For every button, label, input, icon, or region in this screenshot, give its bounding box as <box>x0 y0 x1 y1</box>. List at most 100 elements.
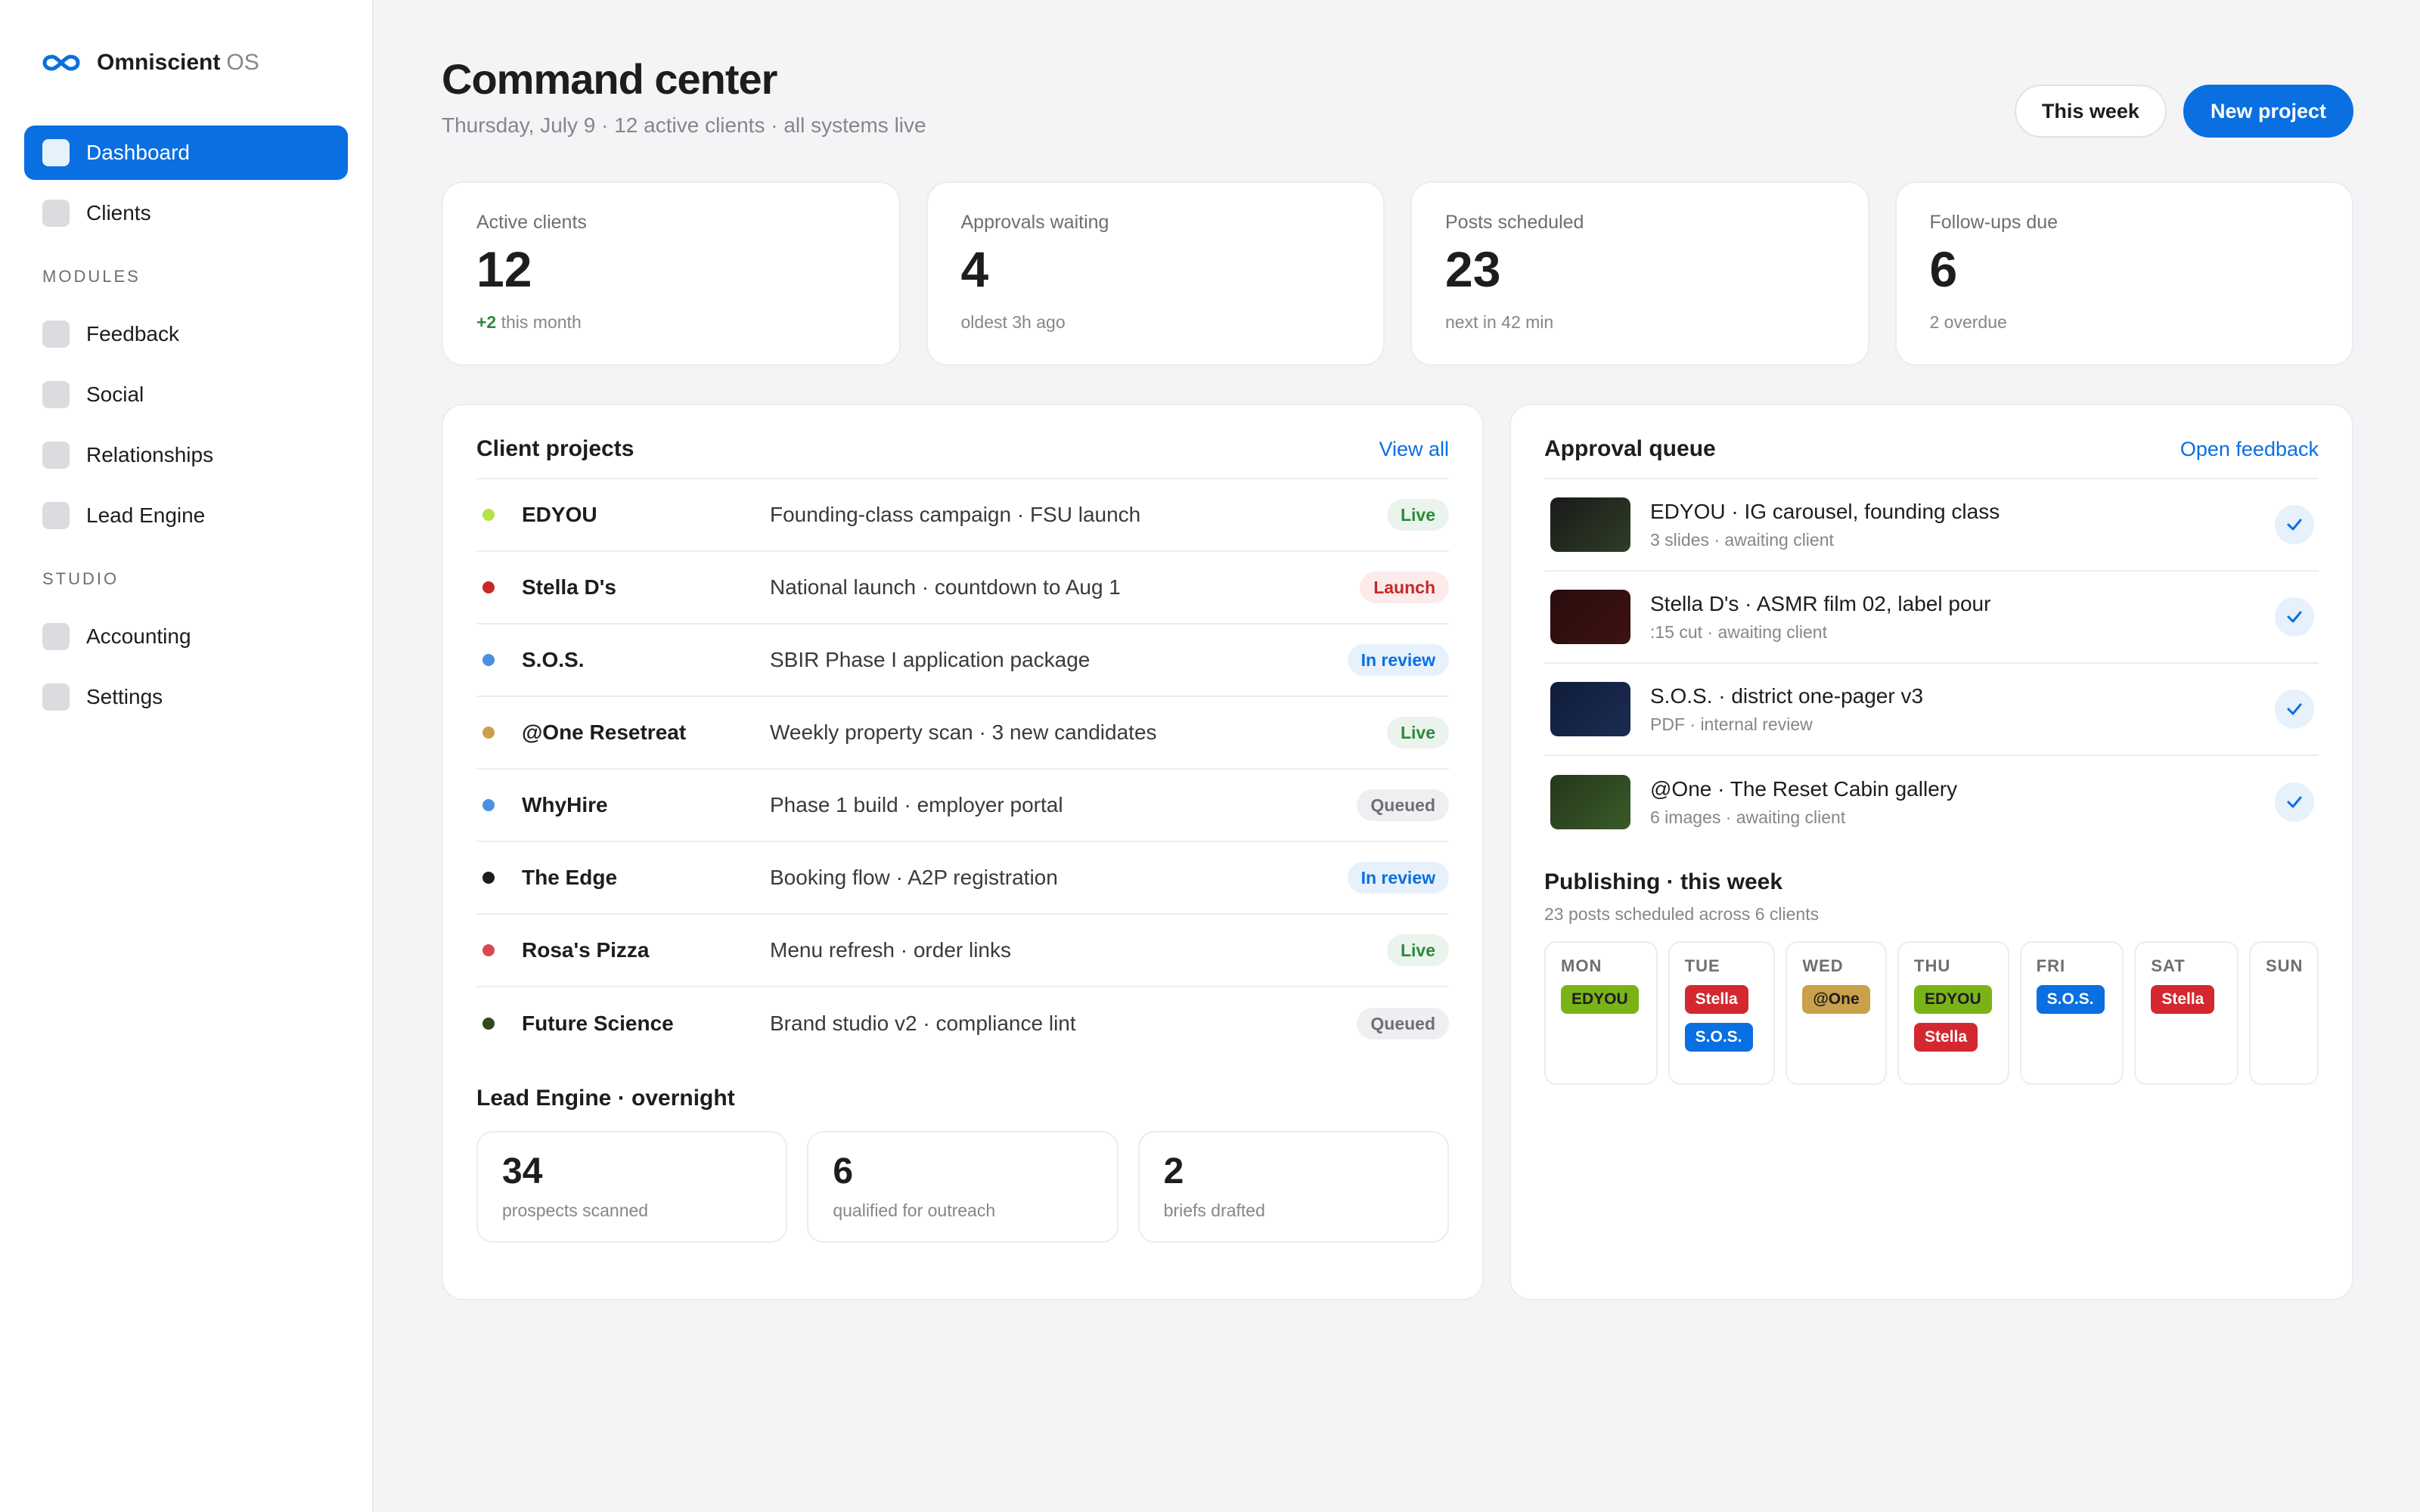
sidebar-item-label: Settings <box>86 685 163 708</box>
list-item[interactable]: S.O.S. · district one-pager v3 PDF · inte… <box>1544 664 2319 756</box>
page-subtitle: Thursday, July 9 · 12 active clients · a… <box>442 113 926 137</box>
list-item[interactable]: EDYOU · IG carousel, founding class 3 sli… <box>1544 479 2319 572</box>
status-badge: Live <box>1386 934 1449 966</box>
scheduled-post-chip[interactable]: EDYOU <box>1561 985 1639 1014</box>
scheduled-post-chip[interactable]: @One <box>1802 985 1870 1014</box>
new-project-button[interactable]: New project <box>2183 85 2353 138</box>
calendar-day-sat[interactable]: SAT Stella <box>2134 941 2238 1085</box>
approval-queue-panel: Approval queue Open feedback EDYOU · IG … <box>1509 404 2353 1300</box>
stat-note: oldest 3h ago <box>960 312 1066 332</box>
stat-card-active-clients[interactable]: Active clients 12 +2 this month <box>442 181 901 366</box>
lead-engine-cards: 34 prospects scanned 6 qualified for out… <box>476 1131 1449 1243</box>
stats-row: Active clients 12 +2 this month Approval… <box>442 181 2353 366</box>
scheduled-post-chip[interactable]: Stella <box>2151 985 2215 1014</box>
table-row[interactable]: Rosa's Pizza Menu refresh · order links Li… <box>476 915 1449 987</box>
table-row[interactable]: EDYOU Founding-class campaign · FSU launc… <box>476 479 1449 552</box>
sidebar-item-social[interactable]: Social <box>24 367 348 422</box>
chip-wrap: Stella <box>2151 976 2222 1014</box>
sidebar-item-accounting[interactable]: Accounting <box>24 609 348 664</box>
project-client-name: Future Science <box>522 1012 674 1035</box>
table-row[interactable]: Future Science Brand studio v2 · complian… <box>476 987 1449 1060</box>
chip-wrap: Stella <box>1914 1014 1993 1052</box>
stat-label: Posts scheduled <box>1445 212 1584 233</box>
chip-wrap: Stella <box>1684 976 1759 1014</box>
approval-text: Stella D's · ASMR film 02, label pour:15… <box>1650 592 2275 643</box>
calendar-day-tue[interactable]: TUE Stella S.O.S. <box>1668 941 1776 1085</box>
scheduled-post-chip[interactable]: EDYOU <box>1914 985 1992 1014</box>
lead-card-briefs[interactable]: 2 briefs drafted <box>1137 1131 1449 1243</box>
scheduled-post-chip[interactable]: Stella <box>1684 985 1748 1014</box>
table-row[interactable]: S.O.S. SBIR Phase I application package In… <box>476 624 1449 697</box>
project-description: Brand studio v2 · compliance lint <box>770 1012 1076 1035</box>
day-label: MON <box>1561 956 1602 975</box>
table-row[interactable]: Stella D's National launch · countdown to… <box>476 552 1449 624</box>
approval-title: Stella D's · ASMR film 02, label pour <box>1650 591 1991 615</box>
day-label: FRI <box>2036 956 2066 975</box>
status-badge: Launch <box>1360 572 1449 603</box>
stat-note: 2 overdue <box>1929 312 2007 332</box>
calendar-day-sun[interactable]: SUN <box>2248 941 2319 1085</box>
publishing-week: MON EDYOU TUE Stella S.O.S. WED @One THU EDYOU St… <box>1544 941 2319 1085</box>
sidebar-item-relationships[interactable]: Relationships <box>24 428 348 482</box>
lead-card-qualified[interactable]: 6 qualified for outreach <box>807 1131 1118 1243</box>
panel-title: Approval queue <box>1544 436 1716 461</box>
status-badge: Queued <box>1357 1008 1449 1040</box>
thumbnail-image <box>1550 775 1630 829</box>
day-label: SAT <box>2151 956 2186 975</box>
sidebar-item-label: Lead Engine <box>86 503 206 527</box>
sidebar-item-dashboard[interactable]: Dashboard <box>24 125 348 180</box>
approval-title: S.O.S. · district one-pager v3 <box>1650 683 1924 708</box>
sidebar-item-feedback[interactable]: Feedback <box>24 307 348 361</box>
status-dot <box>482 944 495 956</box>
list-item[interactable]: @One · The Reset Cabin gallery 6 images ·… <box>1544 756 2319 848</box>
thumbnail-image <box>1550 682 1630 736</box>
approval-text: @One · The Reset Cabin gallery 6 images ·… <box>1650 777 2275 828</box>
stat-card-posts-scheduled[interactable]: Posts scheduled 23 next in 42 min <box>1410 181 1869 366</box>
approval-text: EDYOU · IG carousel, founding class 3 sli… <box>1650 500 2275 550</box>
approval-subtitle: 6 images · awaiting client <box>1650 807 1846 827</box>
calendar-day-fri[interactable]: FRI S.O.S. <box>2019 941 2124 1085</box>
list-item[interactable]: Stella D's · ASMR film 02, label pour:15… <box>1544 572 2319 664</box>
table-row[interactable]: The Edge Booking flow · A2P registration I… <box>476 842 1449 915</box>
calendar-day-mon[interactable]: MON EDYOU <box>1544 941 1658 1085</box>
approve-button[interactable] <box>2275 597 2314 637</box>
clients-icon <box>42 200 70 227</box>
approval-subtitle: PDF · internal review <box>1650 714 1813 734</box>
stat-card-follow-ups-due[interactable]: Follow-ups due 6 2 overdue <box>1894 181 2353 366</box>
day-label: SUN <box>2265 956 2304 975</box>
view-all-link[interactable]: View all <box>1379 437 1449 460</box>
stat-note: +2 this month <box>476 312 866 333</box>
brand[interactable]: Omniscient OS <box>24 0 348 125</box>
scheduled-post-chip[interactable]: S.O.S. <box>2036 985 2105 1014</box>
main-content: Command center Thursday, July 9 · 12 act… <box>442 0 2353 1300</box>
approval-title: EDYOU · IG carousel, founding class <box>1650 499 2000 523</box>
chip-wrap: EDYOU <box>1561 976 1641 1014</box>
stat-value: 6 <box>1929 241 1958 297</box>
approve-button[interactable] <box>2275 505 2314 544</box>
calendar-day-wed[interactable]: WED @One <box>1786 941 1887 1085</box>
scheduled-post-chip[interactable]: S.O.S. <box>1684 1023 1753 1052</box>
stat-delta: +2 <box>476 312 497 332</box>
relationships-icon <box>42 442 70 469</box>
day-label: THU <box>1914 956 1951 975</box>
calendar-day-thu[interactable]: THU EDYOU Stella <box>1897 941 2009 1085</box>
stat-card-approvals-waiting[interactable]: Approvals waiting 4 oldest 3h ago <box>926 181 1385 366</box>
project-client-name: Stella D's <box>522 575 616 599</box>
page-header: Command center Thursday, July 9 · 12 act… <box>442 0 2353 181</box>
table-row[interactable]: @One Resetreat Weekly property scan · 3 n… <box>476 697 1449 770</box>
table-row[interactable]: WhyHire Phase 1 build · employer portal Qu… <box>476 770 1449 842</box>
check-icon <box>2287 519 2302 531</box>
this-week-button[interactable]: This week <box>2014 85 2167 138</box>
lead-engine-title: Lead Engine · overnight <box>476 1086 735 1111</box>
sidebar-item-lead-engine[interactable]: Lead Engine <box>24 488 348 543</box>
sidebar-item-clients[interactable]: Clients <box>24 186 348 240</box>
status-dot <box>482 654 495 666</box>
scheduled-post-chip[interactable]: Stella <box>1914 1023 1978 1052</box>
lead-card-prospects[interactable]: 34 prospects scanned <box>476 1131 788 1243</box>
check-icon <box>2287 703 2302 715</box>
approve-button[interactable] <box>2275 782 2314 822</box>
brand-name: Omniscient <box>97 50 221 75</box>
sidebar-item-settings[interactable]: Settings <box>24 670 348 724</box>
approve-button[interactable] <box>2275 689 2314 729</box>
open-feedback-link[interactable]: Open feedback <box>2180 437 2319 460</box>
